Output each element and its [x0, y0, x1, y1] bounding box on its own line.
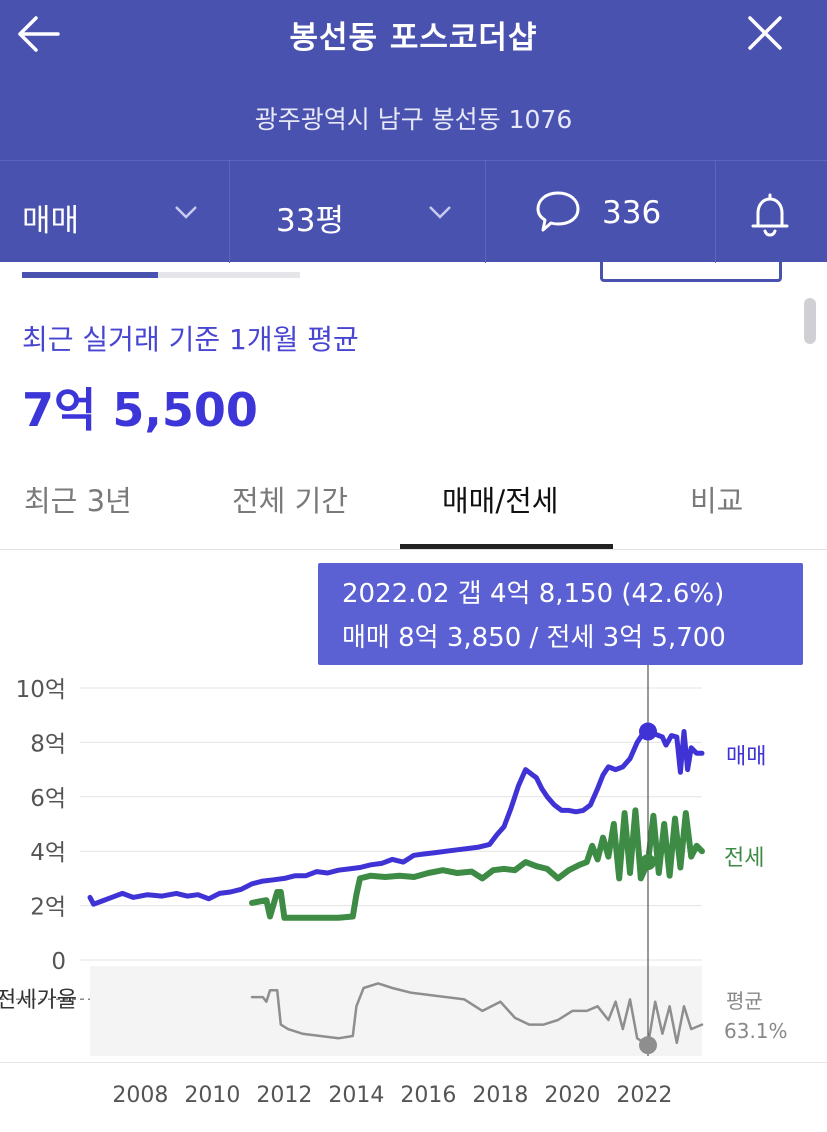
speech-bubble-icon [536, 191, 580, 232]
x-tick-label: 2022 [616, 1083, 672, 1108]
chevron-down-icon [429, 206, 451, 219]
page-title: 봉선동 포스코더샵 [289, 20, 538, 56]
jeonse-highlight-dot [640, 854, 656, 871]
x-tick-label: 2020 [544, 1083, 600, 1108]
trade-type-value: 매매 [22, 203, 80, 239]
comment-count: 336 [602, 195, 662, 231]
size-select[interactable]: 33평 [230, 161, 486, 263]
x-tick-label: 2014 [328, 1083, 384, 1108]
tooltip-gap-line: 2022.02 갭 4억 8,150 (42.6%) [342, 579, 725, 609]
comments-button[interactable]: 336 [486, 161, 716, 263]
scroll-progress-fill [22, 272, 158, 278]
y-tick-label: 4억 [30, 840, 66, 866]
chevron-down-icon [175, 206, 197, 219]
y-tick-label: 6억 [30, 786, 66, 812]
scrollbar-thumb[interactable] [804, 298, 816, 344]
x-axis-labels: 2008 2010 2012 2014 2016 2018 2020 2022 [112, 1083, 672, 1108]
trade-type-select[interactable]: 매매 [0, 161, 230, 263]
back-arrow-icon[interactable] [16, 14, 62, 54]
x-tick-label: 2018 [472, 1083, 528, 1108]
close-icon[interactable] [744, 12, 786, 54]
highlight-marker [639, 664, 657, 1056]
tooltip-price-line: 매매 8억 3,850 / 전세 3억 5,700 [342, 623, 726, 653]
y-tick-label: 10억 [16, 677, 66, 703]
y-tick-label: 0 [51, 949, 66, 975]
x-tick-label: 2010 [184, 1083, 240, 1108]
recent-average-label: 최근 실거래 기준 1개월 평균 [22, 323, 359, 356]
title-bar: 봉선동 포스코더샵 [0, 0, 827, 70]
x-tick-label: 2008 [112, 1083, 168, 1108]
chart-tooltip: 2022.02 갭 4억 8,150 (42.6%) 매매 8억 3,850 /… [318, 563, 803, 665]
address: 광주광역시 남구 봉선동 1076 [254, 105, 573, 134]
ratio-panel-bg [90, 966, 702, 1056]
x-tick-label: 2016 [400, 1083, 456, 1108]
collapsed-panel-edge[interactable] [600, 262, 782, 282]
bell-icon [751, 193, 789, 237]
ratio-series-label: 전세가율 [0, 988, 77, 1013]
ratio-highlight-dot [639, 1036, 657, 1055]
y-axis-labels: 10억 8억 6억 4억 2억 0 [16, 677, 66, 975]
x-tick-label: 2012 [256, 1083, 312, 1108]
active-tab-indicator [400, 544, 613, 549]
chart-grid [0, 687, 702, 1000]
y-tick-label: 2억 [30, 895, 66, 921]
footer-divider [0, 1062, 827, 1063]
ratio-average-label: 평균 [726, 989, 763, 1013]
size-value: 33평 [276, 203, 344, 239]
app-header: 봉선동 포스코더샵 광주광역시 남구 봉선동 1076 매매 33평 336 [0, 0, 827, 263]
price-chart[interactable]: 10억 8억 6억 4억 2억 0 2008 2010 2012 2014 2016 2018 202… [0, 560, 827, 1132]
ratio-average-value: 63.1% [724, 1019, 788, 1043]
scroll-progress-track [22, 272, 300, 278]
notification-button[interactable] [716, 161, 827, 263]
series-line-jeonse [249, 807, 705, 921]
jeonse-series-label: 전세 [724, 846, 764, 871]
tab-compare[interactable]: 비교 [690, 484, 744, 518]
tab-all-period[interactable]: 전체 기간 [232, 484, 348, 518]
tab-sale-jeonse[interactable]: 매매/전세 [442, 484, 559, 518]
period-tabs: 최근 3년 전체 기간 매매/전세 비교 [0, 470, 827, 550]
sale-highlight-dot [639, 722, 657, 741]
filter-bar: 매매 33평 336 [0, 160, 827, 263]
recent-average-price: 7억 5,500 [22, 383, 258, 437]
tab-recent-3y[interactable]: 최근 3년 [24, 484, 132, 518]
sale-series-label: 매매 [726, 744, 766, 769]
y-tick-label: 8억 [30, 731, 66, 757]
